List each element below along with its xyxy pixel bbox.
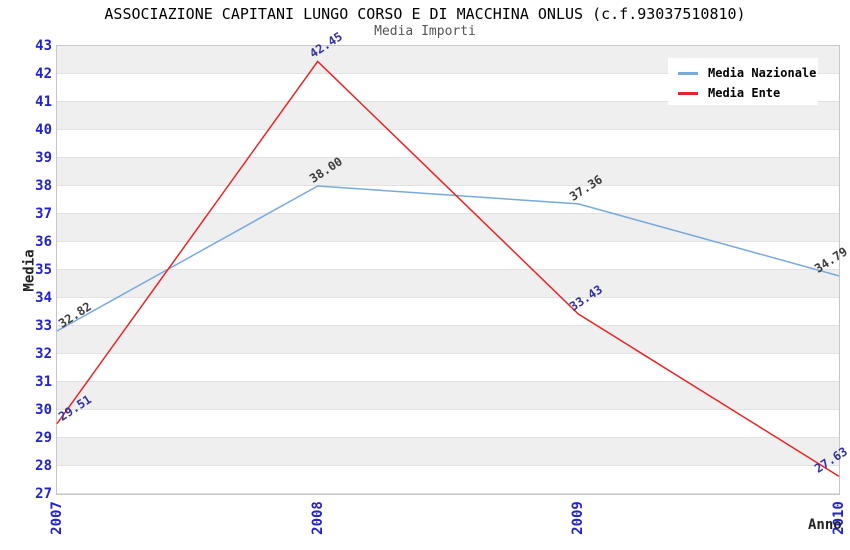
- y-tick-label: 29: [35, 430, 52, 446]
- x-tick-label: 2008: [309, 501, 326, 535]
- y-axis-title: Media: [21, 249, 38, 292]
- legend-item-media-nazionale: Media Nazionale: [678, 63, 818, 83]
- y-tick-label: 42: [35, 66, 52, 82]
- y-tick-label: 30: [35, 402, 52, 418]
- y-tick-label: 27: [35, 486, 52, 502]
- x-tick-label: 2009: [570, 501, 587, 535]
- legend: Media Nazionale Media Ente: [668, 58, 818, 105]
- x-axis-title: Anno: [808, 517, 842, 533]
- legend-label: Media Nazionale: [708, 66, 817, 80]
- chart-title: ASSOCIAZIONE CAPITANI LUNGO CORSO E DI M…: [104, 5, 746, 23]
- y-tick-label: 34: [35, 290, 52, 306]
- plot-area: [56, 45, 840, 495]
- x-tick-label: 2007: [49, 501, 65, 535]
- y-tick-label: 40: [35, 122, 52, 138]
- y-tick-label: 35: [35, 262, 52, 278]
- y-tick-label: 36: [35, 234, 52, 250]
- y-tick-label: 32: [35, 346, 52, 362]
- y-tick-label: 31: [35, 374, 52, 390]
- legend-item-media-ente: Media Ente: [678, 83, 818, 103]
- legend-swatch-nazionale-icon: [678, 71, 698, 75]
- y-tick-label: 43: [35, 38, 52, 54]
- y-tick-label: 38: [35, 178, 52, 194]
- y-tick-label: 37: [35, 206, 52, 222]
- legend-label: Media Ente: [708, 86, 781, 100]
- chart-subtitle: Media Importi: [374, 24, 476, 39]
- legend-swatch-ente-icon: [678, 91, 698, 95]
- y-tick-label: 41: [35, 94, 52, 110]
- y-tick-label: 28: [35, 458, 52, 474]
- y-tick-label: 39: [35, 150, 52, 166]
- y-tick-label: 33: [35, 318, 52, 334]
